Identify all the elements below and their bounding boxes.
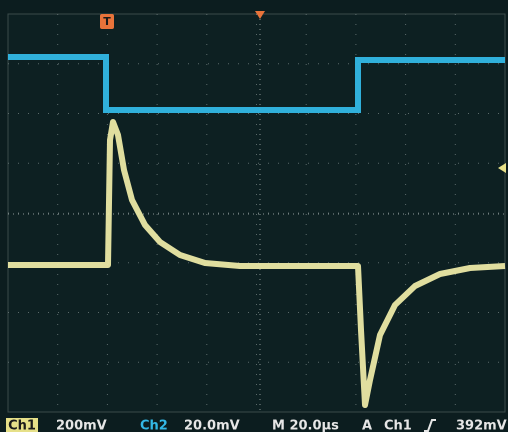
oscilloscope-screen: T Ch1 200mV Ch2 20.0mV M 20.0µs A Ch1 39… (0, 0, 508, 432)
trigger-marker: T (103, 15, 111, 28)
timebase: M 20.0µs (272, 419, 339, 432)
graticule-frame (8, 14, 505, 412)
trigger-source: Ch1 (384, 419, 412, 432)
ch2-scale: 20.0mV (184, 419, 240, 432)
ch2-label: Ch2 (140, 419, 168, 432)
trigger-level: 392mV (456, 419, 507, 432)
ch1-label: Ch1 (8, 419, 36, 432)
ch1-scale: 200mV (56, 419, 107, 432)
trigger-mode: A (362, 419, 372, 432)
